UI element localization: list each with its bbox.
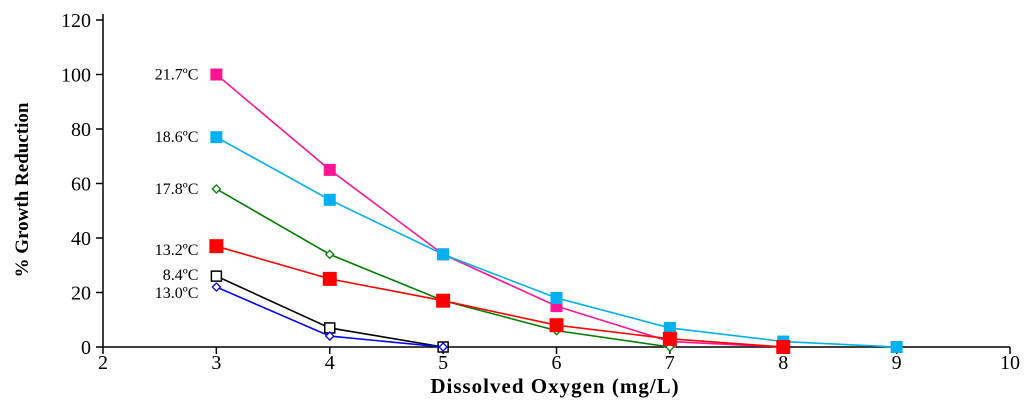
data-point xyxy=(324,249,335,260)
x-tick-label: 4 xyxy=(325,352,335,374)
data-point xyxy=(211,184,222,194)
y-axis-label: % Growth Reduction xyxy=(12,102,33,277)
series-label: 13.2ºC xyxy=(155,242,199,259)
series-label: 8.4ºC xyxy=(163,267,199,284)
data-point xyxy=(776,340,791,354)
data-point xyxy=(437,248,450,261)
data-point xyxy=(210,270,223,282)
data-point xyxy=(210,131,223,144)
series-line xyxy=(215,73,784,348)
data-point xyxy=(436,293,451,308)
data-point xyxy=(210,68,223,81)
series-label: 13.0ºC xyxy=(155,285,199,302)
data-point xyxy=(550,291,563,304)
data-point xyxy=(890,341,903,353)
y-tick-label: 20 xyxy=(71,283,91,305)
series-layer xyxy=(209,68,903,354)
axis-ticks: 0 20 40 60 80 100 120 2 3 4 5 6 7 8 9 10 xyxy=(61,10,1020,374)
series-line xyxy=(216,245,784,348)
data-point xyxy=(324,331,335,342)
y-tick-label: 40 xyxy=(71,228,91,250)
data-point xyxy=(549,318,564,333)
series-label: 21.7ºC xyxy=(155,67,199,84)
series-line xyxy=(215,188,670,348)
data-point xyxy=(662,331,677,346)
series-label: 18.6ºC xyxy=(155,129,199,146)
data-point xyxy=(322,271,337,286)
y-tick-label: 0 xyxy=(81,337,91,359)
x-axis-label: Dissolved Oxygen (mg/L) xyxy=(430,374,679,398)
y-tick-label: 60 xyxy=(71,174,91,196)
x-tick-label: 5 xyxy=(438,352,448,374)
x-tick-label: 6 xyxy=(552,352,562,374)
x-tick-label: 8 xyxy=(778,352,788,374)
y-tick-label: 80 xyxy=(71,119,91,141)
series-label: 17.8ºC xyxy=(155,181,199,198)
data-point xyxy=(209,239,224,254)
data-point xyxy=(211,282,222,292)
data-point xyxy=(663,321,676,334)
x-tick-label: 3 xyxy=(211,352,221,374)
series-line xyxy=(215,136,897,348)
x-tick-label: 7 xyxy=(665,352,675,374)
x-tick-label: 2 xyxy=(98,352,108,374)
data-point xyxy=(438,342,449,352)
y-tick-label: 120 xyxy=(61,10,91,32)
x-tick-label: 10 xyxy=(1000,352,1020,374)
data-point xyxy=(323,163,336,176)
x-tick-label: 9 xyxy=(892,352,902,374)
y-tick-label: 100 xyxy=(61,65,91,87)
data-point xyxy=(323,193,336,206)
